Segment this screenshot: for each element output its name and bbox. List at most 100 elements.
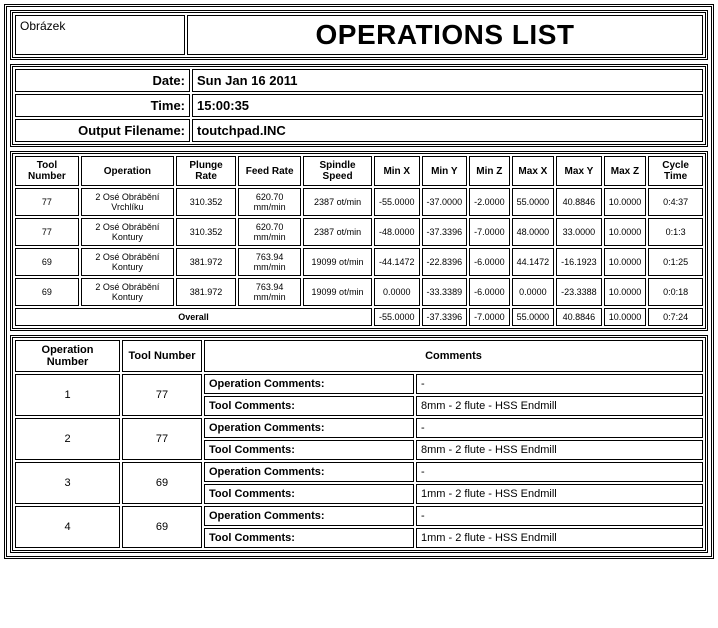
ops-cell: -16.1923: [556, 248, 602, 276]
comments-opnum: 3: [15, 462, 120, 504]
comments-row: 277Operation Comments:-: [15, 418, 703, 438]
ops-cell: 310.352: [176, 218, 236, 246]
ops-row: 692 Osé Obrábění Kontury381.972763.94 mm…: [15, 248, 703, 276]
ops-cell: 10.0000: [604, 188, 647, 216]
ops-cell: 55.0000: [512, 188, 555, 216]
comments-table: Operation Number Tool Number Comments 17…: [10, 335, 708, 553]
ops-cell: -37.0000: [422, 188, 468, 216]
ops-cell: 48.0000: [512, 218, 555, 246]
ops-col-header: Cycle Time: [648, 156, 703, 186]
ops-cell: 69: [15, 248, 79, 276]
ops-cell: 2387 ot/min: [303, 218, 372, 246]
operations-table: Tool NumberOperationPlunge RateFeed Rate…: [10, 151, 708, 331]
ops-cell: 33.0000: [556, 218, 602, 246]
ops-cell: 2387 ot/min: [303, 188, 372, 216]
ops-col-header: Plunge Rate: [176, 156, 236, 186]
ops-cell: 620.70 mm/min: [238, 188, 301, 216]
meta-section: Date: Sun Jan 16 2011 Time: 15:00:35 Out…: [10, 64, 708, 147]
ops-cell: 10.0000: [604, 218, 647, 246]
time-value: 15:00:35: [192, 94, 703, 117]
ops-col-header: Max X: [512, 156, 555, 186]
ops-col-header: Spindle Speed: [303, 156, 372, 186]
ops-col-header: Feed Rate: [238, 156, 301, 186]
comments-opnum: 4: [15, 506, 120, 548]
comments-col-toolnum: Tool Number: [122, 340, 202, 372]
ops-row: 772 Osé Obrábění Vrchlíku310.352620.70 m…: [15, 188, 703, 216]
op-comments-label: Operation Comments:: [204, 506, 414, 526]
ops-cell: -48.0000: [374, 218, 420, 246]
ops-cell: 2 Osé Obrábění Kontury: [81, 278, 174, 306]
filename-label: Output Filename:: [15, 119, 190, 142]
overall-cell: 10.0000: [604, 308, 647, 326]
filename-value: toutchpad.INC: [192, 119, 703, 142]
ops-cell: 2 Osé Obrábění Vrchlíku: [81, 188, 174, 216]
ops-cell: -6.0000: [469, 248, 510, 276]
tool-comments-value: 1mm - 2 flute - HSS Endmill: [416, 528, 703, 548]
ops-row: 692 Osé Obrábění Kontury381.972763.94 mm…: [15, 278, 703, 306]
ops-cell: -6.0000: [469, 278, 510, 306]
overall-cell: 0:7:24: [648, 308, 703, 326]
comments-toolnum: 69: [122, 462, 202, 504]
overall-label: Overall: [15, 308, 372, 326]
op-comments-value: -: [416, 374, 703, 394]
ops-cell: 763.94 mm/min: [238, 278, 301, 306]
ops-col-header: Min X: [374, 156, 420, 186]
ops-cell: 19099 ot/min: [303, 278, 372, 306]
ops-cell: 763.94 mm/min: [238, 248, 301, 276]
overall-cell: 40.8846: [556, 308, 602, 326]
overall-cell: -7.0000: [469, 308, 510, 326]
op-comments-value: -: [416, 506, 703, 526]
comments-toolnum: 69: [122, 506, 202, 548]
ops-cell: -44.1472: [374, 248, 420, 276]
overall-cell: -37.3396: [422, 308, 468, 326]
ops-cell: -37.3396: [422, 218, 468, 246]
ops-cell: 40.8846: [556, 188, 602, 216]
comments-opnum: 2: [15, 418, 120, 460]
ops-col-header: Operation: [81, 156, 174, 186]
comments-toolnum: 77: [122, 418, 202, 460]
ops-cell: 381.972: [176, 248, 236, 276]
tool-comments-label: Tool Comments:: [204, 396, 414, 416]
comments-row: 369Operation Comments:-: [15, 462, 703, 482]
comments-toolnum: 77: [122, 374, 202, 416]
ops-cell: 10.0000: [604, 278, 647, 306]
ops-cell: 620.70 mm/min: [238, 218, 301, 246]
ops-col-header: Min Z: [469, 156, 510, 186]
tool-comments-value: 1mm - 2 flute - HSS Endmill: [416, 484, 703, 504]
ops-cell: 77: [15, 218, 79, 246]
ops-cell: -33.3389: [422, 278, 468, 306]
ops-col-header: Tool Number: [15, 156, 79, 186]
ops-cell: 44.1472: [512, 248, 555, 276]
ops-cell: 19099 ot/min: [303, 248, 372, 276]
ops-overall-row: Overall-55.0000-37.3396-7.000055.000040.…: [15, 308, 703, 326]
overall-cell: 55.0000: [512, 308, 555, 326]
ops-row: 772 Osé Obrábění Kontury310.352620.70 mm…: [15, 218, 703, 246]
tool-comments-label: Tool Comments:: [204, 484, 414, 504]
tool-comments-label: Tool Comments:: [204, 440, 414, 460]
ops-cell: -55.0000: [374, 188, 420, 216]
image-placeholder: Obrázek: [15, 15, 185, 55]
ops-cell: 77: [15, 188, 79, 216]
op-comments-label: Operation Comments:: [204, 374, 414, 394]
comments-col-opnum: Operation Number: [15, 340, 120, 372]
comments-row: 177Operation Comments:-: [15, 374, 703, 394]
ops-cell: -7.0000: [469, 218, 510, 246]
ops-cell: 0:1:25: [648, 248, 703, 276]
ops-cell: -22.8396: [422, 248, 468, 276]
ops-cell: 0.0000: [512, 278, 555, 306]
ops-cell: 0:1:3: [648, 218, 703, 246]
ops-cell: 0:4:37: [648, 188, 703, 216]
date-label: Date:: [15, 69, 190, 92]
outer-container: Obrázek OPERATIONS LIST Date: Sun Jan 16…: [4, 4, 714, 559]
comments-col-comments: Comments: [204, 340, 703, 372]
ops-cell: 0.0000: [374, 278, 420, 306]
tool-comments-value: 8mm - 2 flute - HSS Endmill: [416, 440, 703, 460]
comments-row: 469Operation Comments:-: [15, 506, 703, 526]
ops-cell: -2.0000: [469, 188, 510, 216]
ops-cell: 69: [15, 278, 79, 306]
ops-cell: 10.0000: [604, 248, 647, 276]
ops-cell: 381.972: [176, 278, 236, 306]
ops-col-header: Min Y: [422, 156, 468, 186]
ops-cell: 2 Osé Obrábění Kontury: [81, 248, 174, 276]
page-title: OPERATIONS LIST: [187, 15, 703, 55]
